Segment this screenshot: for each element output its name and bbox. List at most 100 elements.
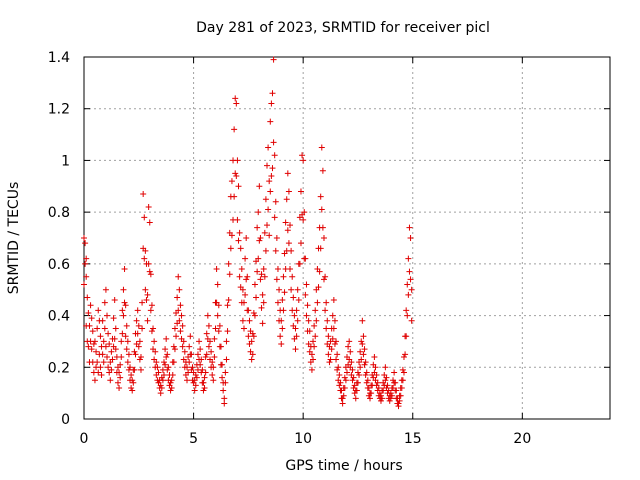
data-point xyxy=(336,372,343,379)
data-point xyxy=(117,374,124,381)
data-point xyxy=(232,95,239,102)
x-tick-labels: 0 5 10 15 20 xyxy=(80,431,532,447)
data-point xyxy=(155,379,162,386)
data-point xyxy=(250,309,257,316)
data-point xyxy=(259,291,266,298)
data-point xyxy=(293,333,300,340)
data-point xyxy=(368,390,375,397)
data-point xyxy=(210,377,217,384)
data-point xyxy=(297,240,304,247)
data-point xyxy=(404,312,411,319)
data-point xyxy=(131,366,138,373)
data-point xyxy=(324,341,331,348)
data-point xyxy=(312,307,319,314)
data-point xyxy=(255,209,262,216)
data-point xyxy=(318,206,325,213)
y-tick-label: 1 xyxy=(61,153,70,169)
data-point xyxy=(328,346,335,353)
data-point xyxy=(194,366,201,373)
x-tick-label: 0 xyxy=(80,431,89,447)
data-point xyxy=(395,403,402,410)
data-point xyxy=(189,364,196,371)
data-point xyxy=(83,322,90,329)
data-point xyxy=(272,198,279,205)
data-point xyxy=(391,379,398,386)
data-point xyxy=(228,232,235,239)
data-point xyxy=(406,268,413,275)
data-point xyxy=(98,372,105,379)
data-point xyxy=(157,390,164,397)
data-point xyxy=(114,379,121,386)
data-point xyxy=(83,255,90,262)
data-point xyxy=(290,294,297,301)
data-point xyxy=(159,377,166,384)
data-point xyxy=(335,377,342,384)
data-point xyxy=(314,299,321,306)
data-point xyxy=(359,341,366,348)
data-point xyxy=(192,382,199,389)
data-point xyxy=(304,302,311,309)
data-point xyxy=(119,330,126,337)
data-point xyxy=(262,196,269,203)
data-point xyxy=(233,172,240,179)
data-point xyxy=(364,377,371,384)
data-point xyxy=(294,317,301,324)
data-point xyxy=(312,333,319,340)
data-point xyxy=(283,247,290,254)
data-point xyxy=(151,338,158,345)
data-point xyxy=(147,271,154,278)
data-point xyxy=(244,273,251,280)
data-point xyxy=(140,191,147,198)
data-point xyxy=(222,369,229,376)
data-point xyxy=(228,178,235,185)
data-point xyxy=(260,299,267,306)
data-point xyxy=(185,369,192,376)
data-point xyxy=(269,165,276,172)
data-point xyxy=(234,157,241,164)
data-point xyxy=(341,384,348,391)
data-point xyxy=(280,307,287,314)
data-point xyxy=(320,276,327,283)
data-point xyxy=(125,351,132,358)
data-point xyxy=(281,289,288,296)
data-point xyxy=(224,328,231,335)
data-point xyxy=(82,240,89,247)
data-point xyxy=(169,372,176,379)
data-point xyxy=(179,322,186,329)
data-point xyxy=(97,333,104,340)
data-point xyxy=(136,356,143,363)
data-point xyxy=(175,273,182,280)
data-point xyxy=(121,299,128,306)
data-point xyxy=(331,317,338,324)
data-point xyxy=(300,216,307,223)
data-point xyxy=(163,353,170,360)
data-point xyxy=(116,384,123,391)
data-point xyxy=(340,392,347,399)
data-point xyxy=(357,364,364,371)
data-point xyxy=(85,343,92,350)
data-point xyxy=(96,351,103,358)
data-point xyxy=(89,328,96,335)
data-point xyxy=(265,206,272,213)
data-point xyxy=(406,224,413,231)
data-point xyxy=(303,281,310,288)
data-point xyxy=(83,273,90,280)
data-point xyxy=(231,126,238,133)
data-point xyxy=(310,356,317,363)
data-point xyxy=(209,372,216,379)
data-point xyxy=(213,299,220,306)
data-point xyxy=(383,384,390,391)
data-point xyxy=(317,245,324,252)
data-point xyxy=(362,372,369,379)
data-point xyxy=(203,330,210,337)
data-point xyxy=(353,387,360,394)
data-point xyxy=(125,366,132,373)
data-point xyxy=(203,351,210,358)
data-point xyxy=(221,395,228,402)
data-point xyxy=(242,291,249,298)
data-point xyxy=(311,322,318,329)
data-point xyxy=(310,338,317,345)
data-point xyxy=(180,356,187,363)
data-point xyxy=(352,395,359,402)
